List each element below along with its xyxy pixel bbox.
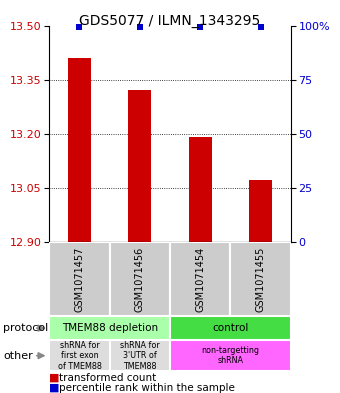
Text: protocol: protocol [3, 323, 49, 333]
Text: GSM1071457: GSM1071457 [74, 246, 84, 312]
Text: GSM1071456: GSM1071456 [135, 246, 145, 312]
Text: percentile rank within the sample: percentile rank within the sample [59, 383, 235, 393]
Text: control: control [212, 323, 249, 333]
FancyBboxPatch shape [49, 316, 170, 340]
FancyBboxPatch shape [109, 242, 170, 316]
FancyBboxPatch shape [170, 242, 230, 316]
FancyBboxPatch shape [170, 316, 291, 340]
Bar [249, 180, 272, 242]
FancyBboxPatch shape [170, 340, 291, 371]
Bar [68, 58, 91, 242]
Text: TMEM88 depletion: TMEM88 depletion [62, 323, 158, 333]
FancyBboxPatch shape [230, 242, 291, 316]
FancyBboxPatch shape [49, 242, 109, 316]
Bar [129, 90, 151, 242]
Text: non-targetting
shRNA: non-targetting shRNA [201, 346, 259, 365]
FancyBboxPatch shape [109, 340, 170, 371]
Text: transformed count: transformed count [59, 373, 157, 383]
Text: ■: ■ [49, 383, 63, 393]
FancyBboxPatch shape [49, 340, 109, 371]
Text: GSM1071454: GSM1071454 [195, 246, 205, 312]
Text: shRNA for
3'UTR of
TMEM88: shRNA for 3'UTR of TMEM88 [120, 341, 160, 371]
Text: GDS5077 / ILMN_1343295: GDS5077 / ILMN_1343295 [79, 14, 261, 28]
Bar [189, 137, 211, 242]
Text: GSM1071455: GSM1071455 [256, 246, 266, 312]
Text: other: other [3, 351, 33, 361]
Text: ■: ■ [49, 373, 63, 383]
Text: shRNA for
first exon
of TMEM88: shRNA for first exon of TMEM88 [57, 341, 101, 371]
